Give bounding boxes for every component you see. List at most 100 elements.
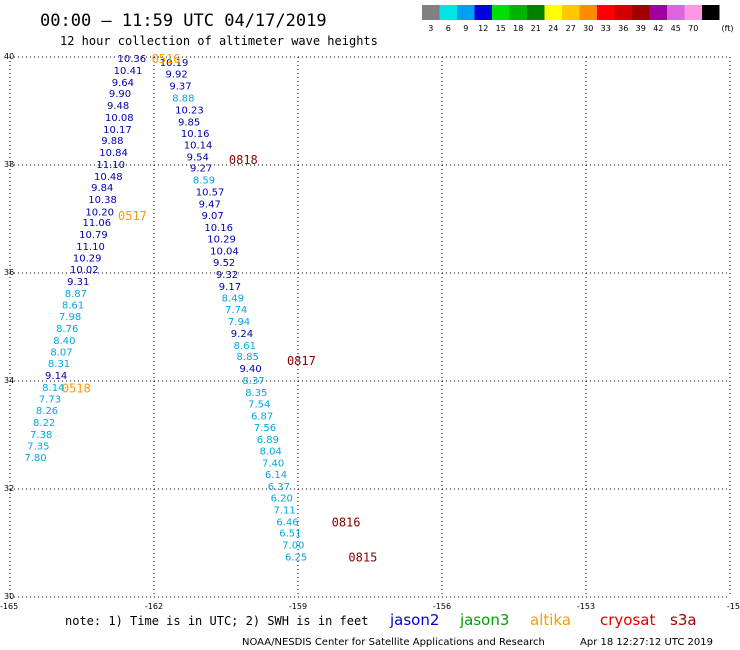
legend-bin-label: 15	[496, 24, 506, 33]
pass-label-0817: 0817	[287, 354, 316, 368]
legend-bin-label: 30	[583, 24, 593, 33]
legend-swatch	[422, 5, 440, 20]
y-tick-label: 38	[4, 160, 14, 169]
swh-value-0817: 8.04	[260, 447, 282, 458]
swh-value-0818: 7.94	[228, 317, 250, 328]
wave-height-values: 10.3610.419.649.909.4810.0810.179.8810.8…	[24, 54, 307, 563]
swh-value-0817: 8.37	[242, 376, 264, 387]
legend-swatch	[597, 5, 615, 20]
swh-value-0517: 7.98	[59, 312, 81, 323]
x-tick-label: -153	[577, 602, 595, 611]
swh-value-0518: 7.35	[27, 441, 49, 452]
legend-bin-label: 3	[428, 24, 433, 33]
x-tick-label: -15	[727, 602, 740, 611]
pass-label-0517: 0517	[118, 209, 147, 223]
swh-value-0818: 9.27	[190, 164, 212, 175]
swh-value-0516: 10.36	[118, 54, 147, 65]
swh-value-0818: 10.57	[196, 187, 225, 198]
legend-swatch	[562, 5, 580, 20]
swh-value-0817: 7.11	[274, 506, 296, 517]
swh-value-0818: 9.37	[169, 82, 191, 93]
swh-value-0517: 8.31	[48, 359, 70, 370]
legend-swatch	[492, 5, 510, 20]
legend-swatch	[509, 5, 527, 20]
legend-bin-label: 33	[601, 24, 611, 33]
swh-value-0517: 11.06	[82, 218, 111, 229]
swh-value-0516: 10.17	[103, 125, 132, 136]
x-tick-label: -156	[433, 602, 451, 611]
legend-swatch	[544, 5, 562, 20]
swh-value-0516: 10.84	[99, 148, 128, 159]
swh-value-0516: 9.90	[109, 89, 131, 100]
pass-labels: 0516 0517 0518 0818 0817 0816 0815	[62, 52, 377, 564]
legend-bin-label: 36	[618, 24, 628, 33]
chart-title: 00:00 – 11:59 UTC 04/17/2019	[40, 11, 327, 31]
swh-value-0818: 9.17	[219, 282, 241, 293]
swh-value-0817: 9.40	[239, 364, 261, 375]
legend-bin-label: 21	[531, 24, 541, 33]
legend-swatch	[474, 5, 492, 20]
y-tick-label: 32	[4, 484, 14, 493]
satellite-jason2: jason2	[389, 611, 439, 629]
swh-value-0817: 6.20	[271, 494, 293, 505]
legend-swatch	[684, 5, 702, 20]
swh-value-0516: 10.08	[105, 113, 134, 124]
legend-swatch	[614, 5, 632, 20]
swh-value-0817: 7.54	[248, 400, 270, 411]
satellite-jason3: jason3	[459, 611, 509, 629]
swh-value-0818: 8.88	[172, 94, 194, 105]
legend-bin-label: 12	[478, 24, 488, 33]
legend-bin-label: 70	[688, 24, 698, 33]
swh-value-0518: 9.14	[45, 371, 67, 382]
swh-value-0818: 8.49	[222, 293, 244, 304]
color-scale-legend: 3 6 9 12 15 18 21 24 27 30 33 36 39 42 45 70 (ft)	[422, 5, 734, 33]
swh-value-0517: 8.61	[62, 300, 84, 311]
swh-value-0516: 10.41	[114, 66, 143, 77]
swh-value-0517: 11.10	[76, 242, 105, 253]
swh-value-0517: 10.29	[73, 253, 102, 264]
swh-value-0815: 7.00	[282, 541, 304, 552]
swh-value-0818: 9.92	[166, 70, 188, 81]
swh-value-0817: 6.89	[257, 435, 279, 446]
legend-bin-label: 18	[513, 24, 523, 33]
satellite-altika: altika	[530, 611, 571, 629]
pass-label-0818: 0818	[229, 153, 258, 167]
swh-value-0818: 10.23	[175, 105, 204, 116]
swh-value-0815: 6.25	[285, 553, 307, 564]
legend-swatch	[527, 5, 545, 20]
swh-value-0818: 9.54	[187, 152, 209, 163]
pass-label-0516: 0516	[152, 52, 181, 66]
legend-bin-label: 24	[548, 24, 558, 33]
satellite-legend: jason2 jason3 altika cryosat s3a	[389, 611, 697, 629]
swh-value-0817: 9.24	[231, 329, 253, 340]
legend-bin-label: 9	[463, 24, 468, 33]
swh-value-0818: 9.85	[178, 117, 200, 128]
swh-value-0817: 8.85	[237, 352, 259, 363]
legend-swatch	[439, 5, 457, 20]
legend-swatch	[649, 5, 667, 20]
legend-swatch	[702, 5, 720, 20]
legend-bin-label: 6	[446, 24, 451, 33]
swh-value-0818: 9.47	[199, 199, 221, 210]
swh-value-0517: 11.10	[96, 160, 125, 171]
swh-value-0518: 8.14	[42, 383, 64, 394]
legend-unit: (ft)	[722, 24, 734, 33]
y-tick-label: 30	[4, 592, 14, 601]
y-tick-label: 34	[4, 376, 14, 385]
legend-swatch	[457, 5, 475, 20]
swh-value-0517: 10.79	[79, 230, 108, 241]
legend-swatch	[632, 5, 650, 20]
swh-value-0818: 10.19	[160, 58, 189, 69]
legend-bin-label: 42	[653, 24, 663, 33]
swh-value-0817: 6.37	[268, 482, 290, 493]
swh-value-0517: 9.84	[91, 183, 113, 194]
pass-label-0815: 0815	[348, 551, 377, 565]
swh-value-0818: 10.16	[181, 129, 210, 140]
y-tick-label: 36	[4, 268, 14, 277]
swh-value-0517: 10.02	[70, 265, 99, 276]
swh-value-0816: 6.51	[279, 529, 301, 540]
swh-value-0818: 10.16	[204, 223, 233, 234]
legend-swatch	[579, 5, 597, 20]
swh-value-0816: 6.46	[276, 517, 298, 528]
